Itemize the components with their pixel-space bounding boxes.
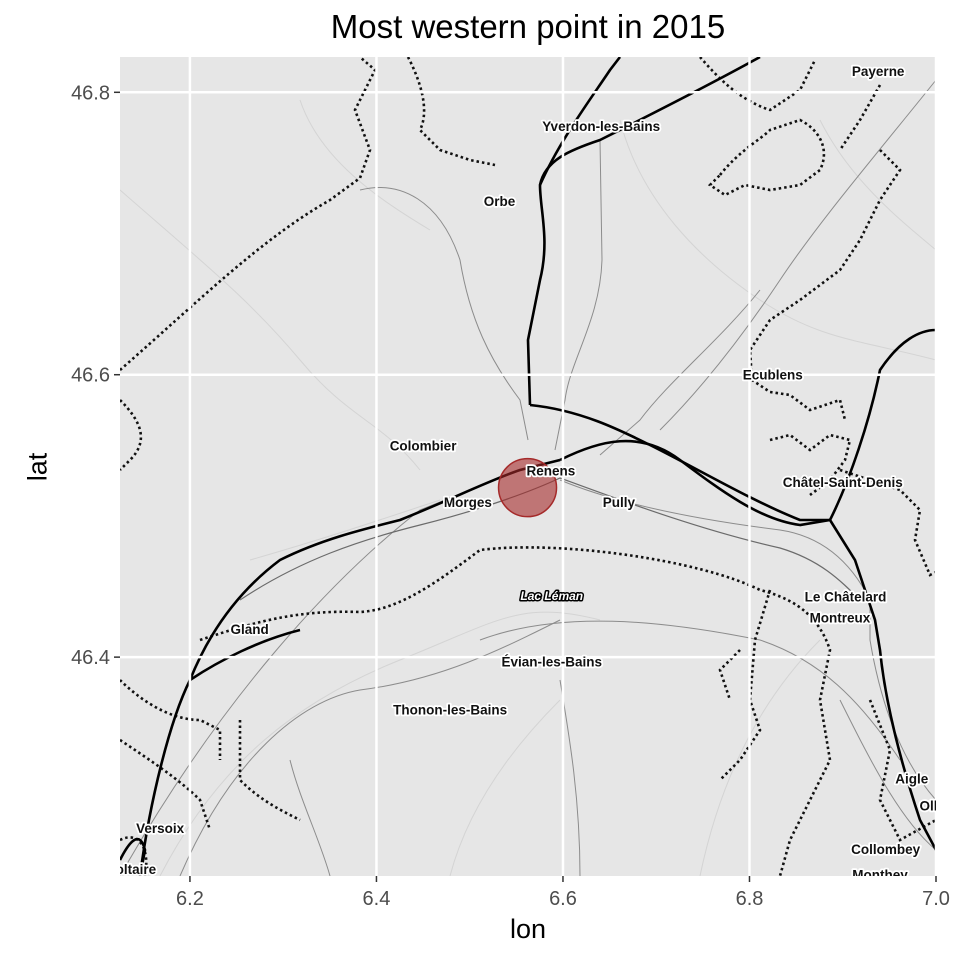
y-axis: 46.4 46.6 46.8 <box>71 82 120 669</box>
y-tick-label: 46.8 <box>71 82 110 104</box>
place-label: Gland <box>230 622 268 637</box>
place-label: Yverdon-les-Bains <box>542 119 660 134</box>
data-point <box>497 457 558 518</box>
place-label: Orbe <box>484 194 516 209</box>
minor-roads <box>120 99 936 876</box>
place-label: Versoix <box>136 821 185 836</box>
x-tick-label: 6.6 <box>549 888 577 910</box>
y-tick-label: 46.4 <box>71 647 110 669</box>
x-axis-label: lon <box>509 914 547 944</box>
place-label: Ecublens <box>743 368 803 383</box>
x-axis: 6.2 6.4 6.6 6.8 7.0 <box>176 876 950 910</box>
place-label: Évian-les-Bains <box>502 654 603 669</box>
place-label: Morges <box>444 495 492 510</box>
chart-title: Most western point in 2015 <box>330 8 726 45</box>
place-label: Montreux <box>810 611 871 626</box>
basemap-tiles <box>120 57 936 876</box>
place-label: Colombier <box>390 438 458 453</box>
place-label: Le Châtelard <box>805 589 887 604</box>
place-label: Pully <box>603 495 636 510</box>
water-label: Lac Léman <box>520 589 583 603</box>
place-label: Olle <box>920 798 946 813</box>
x-tick-label: 6.8 <box>736 888 764 910</box>
place-label: Châtel-Saint-Denis <box>783 475 903 490</box>
place-label: Payerne <box>852 64 905 79</box>
y-tick-label: 46.6 <box>71 365 110 387</box>
data-points <box>497 457 558 518</box>
place-label: Thonon-les-Bains <box>393 702 507 717</box>
lake-shore <box>239 477 861 601</box>
borders <box>120 57 936 876</box>
place-label: Renens <box>526 464 575 479</box>
x-tick-label: 7.0 <box>922 888 950 910</box>
place-label: Monthey <box>852 868 908 883</box>
y-axis-label: lat <box>22 452 53 482</box>
x-tick-label: 6.2 <box>176 888 204 910</box>
place-label: Aigle <box>895 772 928 787</box>
grid-lines <box>120 57 938 876</box>
major-roads <box>120 57 936 876</box>
place-labels: Payerne Yverdon-les-Bains Orbe Ecublens Colo… <box>116 62 946 883</box>
place-label: oltaire <box>116 862 157 877</box>
x-tick-label: 6.4 <box>363 888 391 910</box>
place-label: Collombey <box>851 842 921 857</box>
